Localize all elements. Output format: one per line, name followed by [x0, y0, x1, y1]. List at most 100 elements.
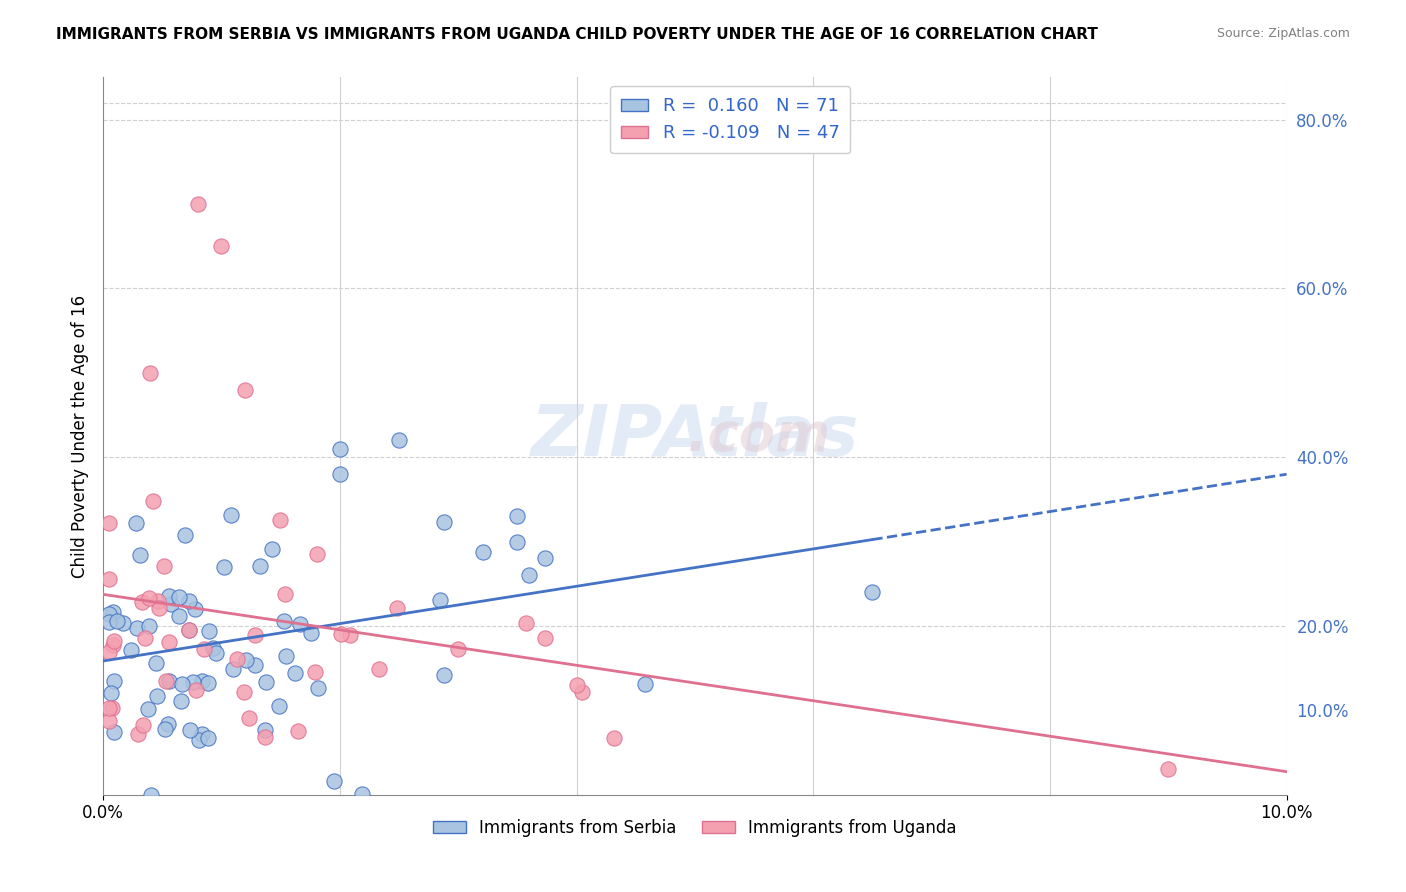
Point [307, 681, 329, 695]
Point [155, 673, 177, 688]
Point [287, 724, 309, 739]
Point [160, 597, 183, 611]
Point [225, 651, 247, 665]
Point [506, 509, 529, 524]
Point [515, 616, 537, 631]
Point [112, 615, 135, 630]
Point [565, 678, 588, 692]
Point [138, 618, 160, 632]
Point [138, 591, 160, 606]
Text: ZIPAtlas: ZIPAtlas [530, 401, 859, 471]
Point [368, 663, 391, 677]
Point [100, 686, 122, 700]
Point [233, 383, 256, 397]
Point [290, 617, 312, 632]
Point [269, 513, 291, 527]
Point [1157, 763, 1180, 777]
Point [184, 602, 207, 616]
Point [127, 621, 149, 635]
Point [517, 568, 540, 582]
Point [472, 544, 495, 558]
Point [157, 589, 180, 603]
Point [253, 723, 276, 738]
Point [233, 685, 256, 699]
Point [603, 731, 626, 745]
Point [167, 609, 190, 624]
Point [101, 638, 124, 652]
Point [157, 634, 180, 648]
Point [274, 587, 297, 601]
Point [103, 633, 125, 648]
Point [136, 702, 159, 716]
Point [125, 516, 148, 530]
Point [274, 649, 297, 664]
Point [253, 731, 276, 745]
Point [120, 643, 142, 657]
Text: Source: ZipAtlas.com: Source: ZipAtlas.com [1216, 27, 1350, 40]
Point [131, 595, 153, 609]
Point [193, 642, 215, 657]
Point [142, 494, 165, 508]
Point [860, 585, 883, 599]
Point [101, 605, 124, 619]
Point [534, 551, 557, 566]
Point [433, 515, 456, 529]
Point [167, 591, 190, 605]
Point [188, 733, 211, 747]
Point [305, 547, 328, 561]
Point [299, 625, 322, 640]
Point [139, 366, 162, 380]
Point [177, 624, 200, 638]
Point [219, 508, 242, 522]
Point [197, 676, 219, 690]
Point [156, 717, 179, 731]
Point [447, 642, 470, 657]
Point [98, 607, 121, 621]
Point [506, 534, 529, 549]
Point [98, 516, 121, 530]
Point [238, 711, 260, 725]
Point [571, 685, 593, 699]
Point [145, 689, 167, 703]
Point [235, 653, 257, 667]
Point [243, 628, 266, 642]
Point [157, 673, 180, 688]
Point [98, 615, 121, 629]
Point [177, 623, 200, 637]
Text: .com: .com [560, 410, 831, 462]
Point [174, 528, 197, 542]
Point [148, 601, 170, 615]
Point [284, 666, 307, 681]
Point [179, 723, 201, 737]
Point [212, 559, 235, 574]
Point [105, 614, 128, 628]
Point [197, 731, 219, 746]
Point [98, 700, 121, 714]
Point [433, 668, 456, 682]
Point [98, 714, 121, 728]
Point [249, 559, 271, 574]
Point [205, 646, 228, 660]
Point [146, 594, 169, 608]
Point [172, 677, 194, 691]
Point [141, 788, 163, 802]
Point [187, 197, 209, 211]
Point [132, 718, 155, 732]
Point [191, 727, 214, 741]
Point [634, 677, 657, 691]
Point [153, 723, 176, 737]
Point [254, 675, 277, 690]
Point [98, 572, 121, 586]
Point [134, 631, 156, 645]
Point [304, 665, 326, 680]
Point [222, 662, 245, 676]
Point [267, 698, 290, 713]
Point [262, 541, 284, 556]
Text: IMMIGRANTS FROM SERBIA VS IMMIGRANTS FROM UGANDA CHILD POVERTY UNDER THE AGE OF : IMMIGRANTS FROM SERBIA VS IMMIGRANTS FRO… [56, 27, 1098, 42]
Point [385, 601, 408, 615]
Point [127, 726, 149, 740]
Point [190, 674, 212, 689]
Point [339, 628, 361, 642]
Point [350, 787, 373, 801]
Point [329, 467, 352, 481]
